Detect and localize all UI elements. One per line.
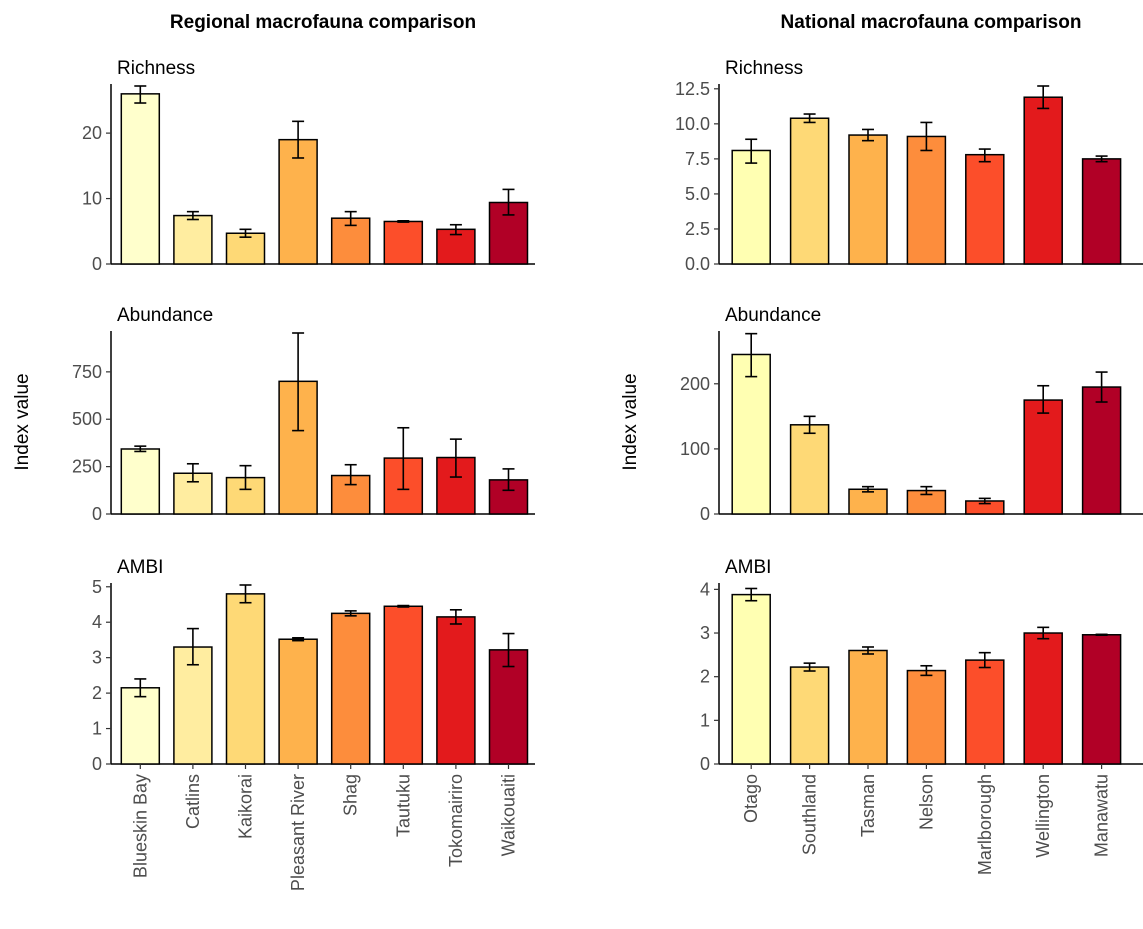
y-tick-label: 250 [72, 457, 102, 477]
y-tick-label: 0 [92, 254, 102, 274]
x-tick-label: Blueskin Bay [130, 774, 150, 878]
y-tick-label: 5 [92, 577, 102, 597]
y-tick-label: 10.0 [675, 114, 710, 134]
national-y-axis-label: Index value [620, 373, 641, 470]
bar [1023, 399, 1063, 515]
panel-abundance-0: Abundance 0 250 500 750 [72, 305, 535, 524]
bar [383, 605, 424, 765]
bar [1081, 158, 1122, 265]
panel-ambi-1: AMBI 0 1 2 3 4 Otago Southland Tasman Nelson Marlb… [700, 557, 1143, 875]
x-tick-label: Catlins [183, 774, 203, 829]
bar [731, 593, 771, 765]
facet-label: Abundance [725, 305, 821, 326]
x-tick-label: Waikouaiti [499, 774, 519, 856]
y-tick-label: 7.5 [685, 149, 710, 169]
national-title: National macrofauna comparison [781, 12, 1082, 33]
bar [1023, 632, 1063, 765]
bar [120, 93, 161, 265]
y-tick-label: 0.0 [685, 254, 710, 274]
y-tick-label: 500 [72, 409, 102, 429]
x-tick-label: Kaikorai [236, 774, 256, 839]
x-tick-label: Otago [741, 774, 761, 823]
facet-label: Abundance [117, 305, 213, 326]
bar [731, 353, 771, 515]
bar [848, 134, 888, 265]
bar [965, 153, 1005, 265]
bar [278, 138, 318, 265]
x-tick-label: Tokomairiro [446, 774, 466, 867]
bar [906, 135, 947, 265]
bar [906, 669, 947, 765]
bar [965, 659, 1005, 765]
y-tick-label: 2 [700, 667, 710, 687]
bar [789, 424, 830, 515]
y-tick-label: 2 [92, 683, 102, 703]
y-tick-label: 0 [92, 754, 102, 774]
y-tick-label: 200 [680, 374, 710, 394]
x-tick-label: Manawatu [1092, 774, 1112, 857]
bar [488, 649, 529, 765]
y-tick-label: 2.5 [685, 219, 710, 239]
y-tick-label: 3 [92, 648, 102, 668]
panel-richness-0: Richness 0 10 20 [82, 58, 535, 274]
facet-label: AMBI [725, 557, 771, 578]
bar [278, 638, 318, 765]
bar [848, 649, 888, 765]
bar [1081, 634, 1122, 765]
y-tick-label: 1 [700, 710, 710, 730]
bar [225, 232, 266, 265]
x-tick-label: Marlborough [975, 774, 995, 875]
x-tick-label: Tasman [858, 774, 878, 837]
facet-label: Richness [725, 58, 803, 79]
bar [225, 593, 266, 765]
chart-0: Richness 0 10 20 Abundance 0 250 500 750 AMBI 0 1 2 3… [72, 58, 535, 891]
bar [173, 646, 213, 765]
y-tick-label: 750 [72, 362, 102, 382]
facet-label: Richness [117, 58, 195, 79]
bar [120, 687, 161, 765]
regional-title: Regional macrofauna comparison [170, 12, 476, 33]
x-tick-label: Southland [800, 774, 820, 855]
facet-label: AMBI [117, 557, 163, 578]
y-tick-label: 0 [700, 754, 710, 774]
panel-ambi-0: AMBI 0 1 2 3 4 5 Blueskin Bay Catlins Kaikorai Ple… [92, 557, 535, 891]
y-tick-label: 0 [700, 504, 710, 524]
bar [848, 488, 888, 515]
x-tick-label: Nelson [916, 774, 936, 830]
bar [731, 149, 771, 265]
y-tick-label: 12.5 [675, 79, 710, 99]
y-tick-label: 0 [92, 504, 102, 524]
regional-y-axis-label: Index value [12, 373, 33, 470]
x-tick-label: Tautuku [393, 774, 413, 837]
panel-abundance-1: Abundance 0 100 200 [680, 305, 1143, 524]
y-tick-label: 100 [680, 439, 710, 459]
bar [789, 117, 830, 265]
bar [789, 666, 830, 765]
x-tick-label: Wellington [1033, 774, 1053, 858]
bar [1081, 386, 1122, 515]
y-tick-label: 10 [82, 189, 102, 209]
y-tick-label: 3 [700, 623, 710, 643]
bar [173, 214, 213, 265]
plot-area: Richness01020Abundance0250500750AMBI0123… [72, 58, 1143, 891]
x-tick-label: Pleasant River [288, 774, 308, 891]
bar [330, 612, 371, 765]
bar [383, 220, 424, 265]
bar [436, 616, 476, 765]
y-tick-label: 1 [92, 719, 102, 739]
y-tick-label: 5.0 [685, 184, 710, 204]
bar [120, 448, 161, 515]
y-tick-label: 4 [700, 579, 710, 599]
chart-1: Richness0.02.55.07.510.012.5Abundance010… [675, 58, 1143, 875]
panel-richness-1: Richness 0.0 2.5 5.0 7.5 10.0 12.5 [675, 58, 1143, 274]
y-tick-label: 20 [82, 123, 102, 143]
bar [1023, 96, 1063, 265]
x-tick-label: Shag [341, 774, 361, 816]
y-tick-label: 4 [92, 612, 102, 632]
